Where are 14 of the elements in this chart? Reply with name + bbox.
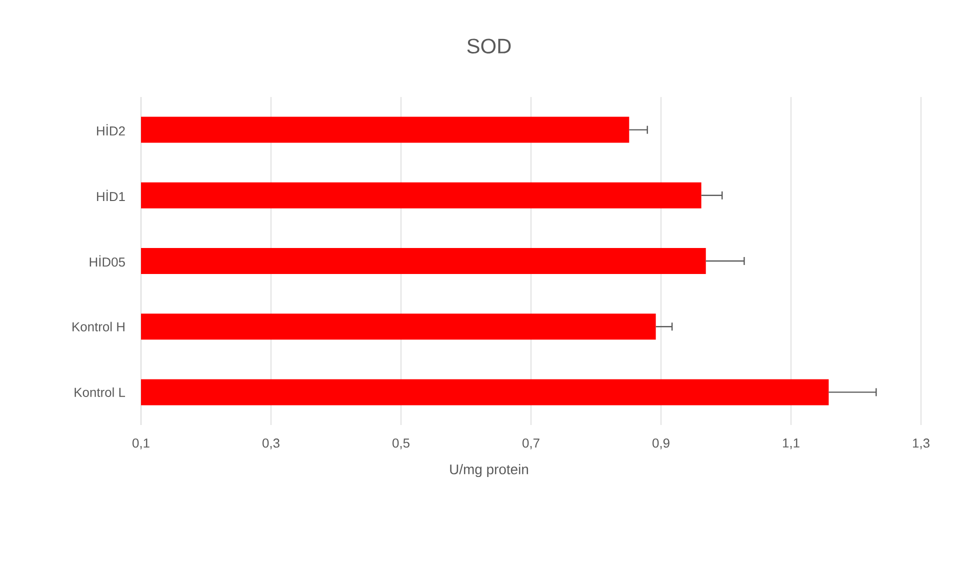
x-tick-label: 0,3	[262, 438, 280, 450]
y-tick-label: Kontrol H	[72, 322, 124, 332]
x-tick-label: 1,1	[782, 438, 800, 450]
x-tick-label: 0,1	[132, 438, 150, 450]
y-tick-label: Kontrol L	[74, 387, 126, 397]
chart-title: SOD	[467, 38, 511, 54]
x-tick-label: 0,7	[522, 438, 540, 450]
x-tick-label: 1,3	[912, 438, 930, 450]
x-axis-title: U/mg protein	[450, 464, 528, 478]
x-tick-label: 0,5	[392, 438, 410, 450]
y-tick-label: HİD2	[97, 124, 125, 136]
y-tick-label: HİD1	[97, 190, 125, 202]
y-tick-label: HİD05	[90, 255, 125, 267]
x-tick-label: 0,9	[652, 438, 670, 450]
